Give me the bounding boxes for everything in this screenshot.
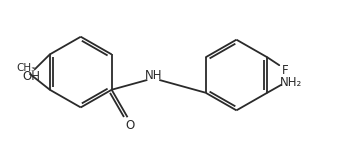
Text: CH₃: CH₃ [16,63,35,73]
Text: F: F [282,64,289,77]
Text: NH₂: NH₂ [280,76,302,89]
Text: OH: OH [22,69,40,83]
Text: NH: NH [145,69,162,81]
Text: O: O [126,119,135,132]
